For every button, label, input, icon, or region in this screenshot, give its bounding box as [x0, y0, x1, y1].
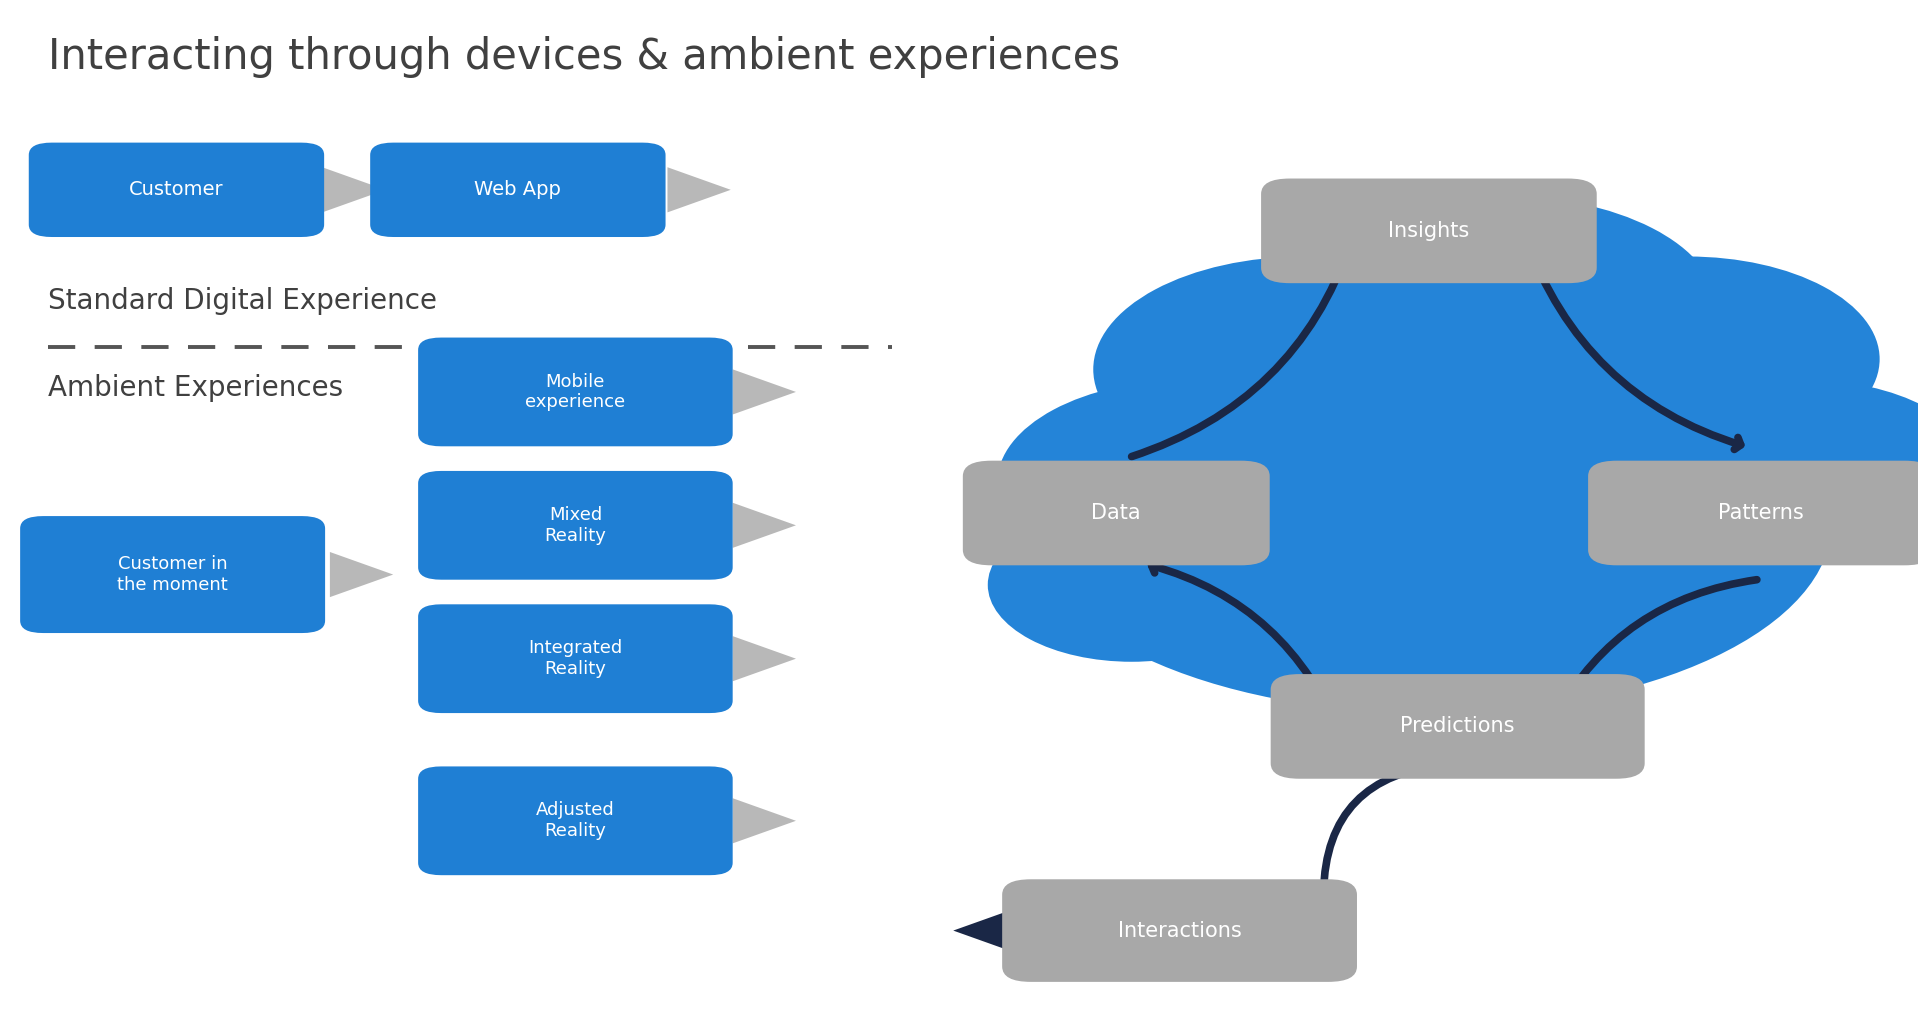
Text: Customer in
the moment: Customer in the moment [117, 555, 228, 594]
FancyBboxPatch shape [963, 461, 1270, 565]
Text: Standard Digital Experience: Standard Digital Experience [48, 287, 437, 315]
Text: Web App: Web App [474, 181, 562, 199]
Text: Predictions: Predictions [1400, 716, 1515, 737]
FancyBboxPatch shape [19, 516, 324, 633]
Polygon shape [733, 798, 796, 843]
FancyBboxPatch shape [418, 471, 733, 580]
FancyBboxPatch shape [370, 143, 666, 237]
Ellipse shape [1275, 195, 1717, 421]
Text: Mixed
Reality: Mixed Reality [545, 506, 606, 545]
Polygon shape [953, 898, 1045, 963]
Text: Interacting through devices & ambient experiences: Interacting through devices & ambient ex… [48, 36, 1120, 78]
FancyBboxPatch shape [29, 143, 324, 237]
Polygon shape [667, 167, 731, 212]
Text: Patterns: Patterns [1719, 503, 1803, 523]
Text: Insights: Insights [1389, 221, 1469, 241]
Ellipse shape [1630, 380, 1918, 564]
FancyBboxPatch shape [418, 338, 733, 446]
Ellipse shape [1496, 256, 1880, 462]
Text: Ambient Experiences: Ambient Experiences [48, 374, 343, 402]
FancyBboxPatch shape [1001, 879, 1358, 982]
Polygon shape [322, 167, 386, 212]
Text: Adjusted
Reality: Adjusted Reality [535, 801, 616, 840]
Text: Interactions: Interactions [1118, 920, 1241, 941]
FancyBboxPatch shape [1262, 179, 1598, 283]
Text: Data: Data [1091, 503, 1141, 523]
Polygon shape [733, 636, 796, 681]
Ellipse shape [1093, 256, 1515, 482]
Polygon shape [733, 503, 796, 548]
Ellipse shape [1026, 333, 1832, 713]
FancyBboxPatch shape [418, 604, 733, 713]
Text: Mobile
experience: Mobile experience [526, 372, 625, 411]
Text: Integrated
Reality: Integrated Reality [527, 639, 623, 678]
Ellipse shape [997, 380, 1381, 585]
Text: Customer: Customer [129, 181, 224, 199]
FancyBboxPatch shape [418, 766, 733, 875]
Polygon shape [330, 552, 393, 597]
FancyBboxPatch shape [1588, 461, 1918, 565]
Ellipse shape [988, 508, 1275, 662]
Polygon shape [733, 369, 796, 415]
FancyBboxPatch shape [1270, 674, 1646, 779]
